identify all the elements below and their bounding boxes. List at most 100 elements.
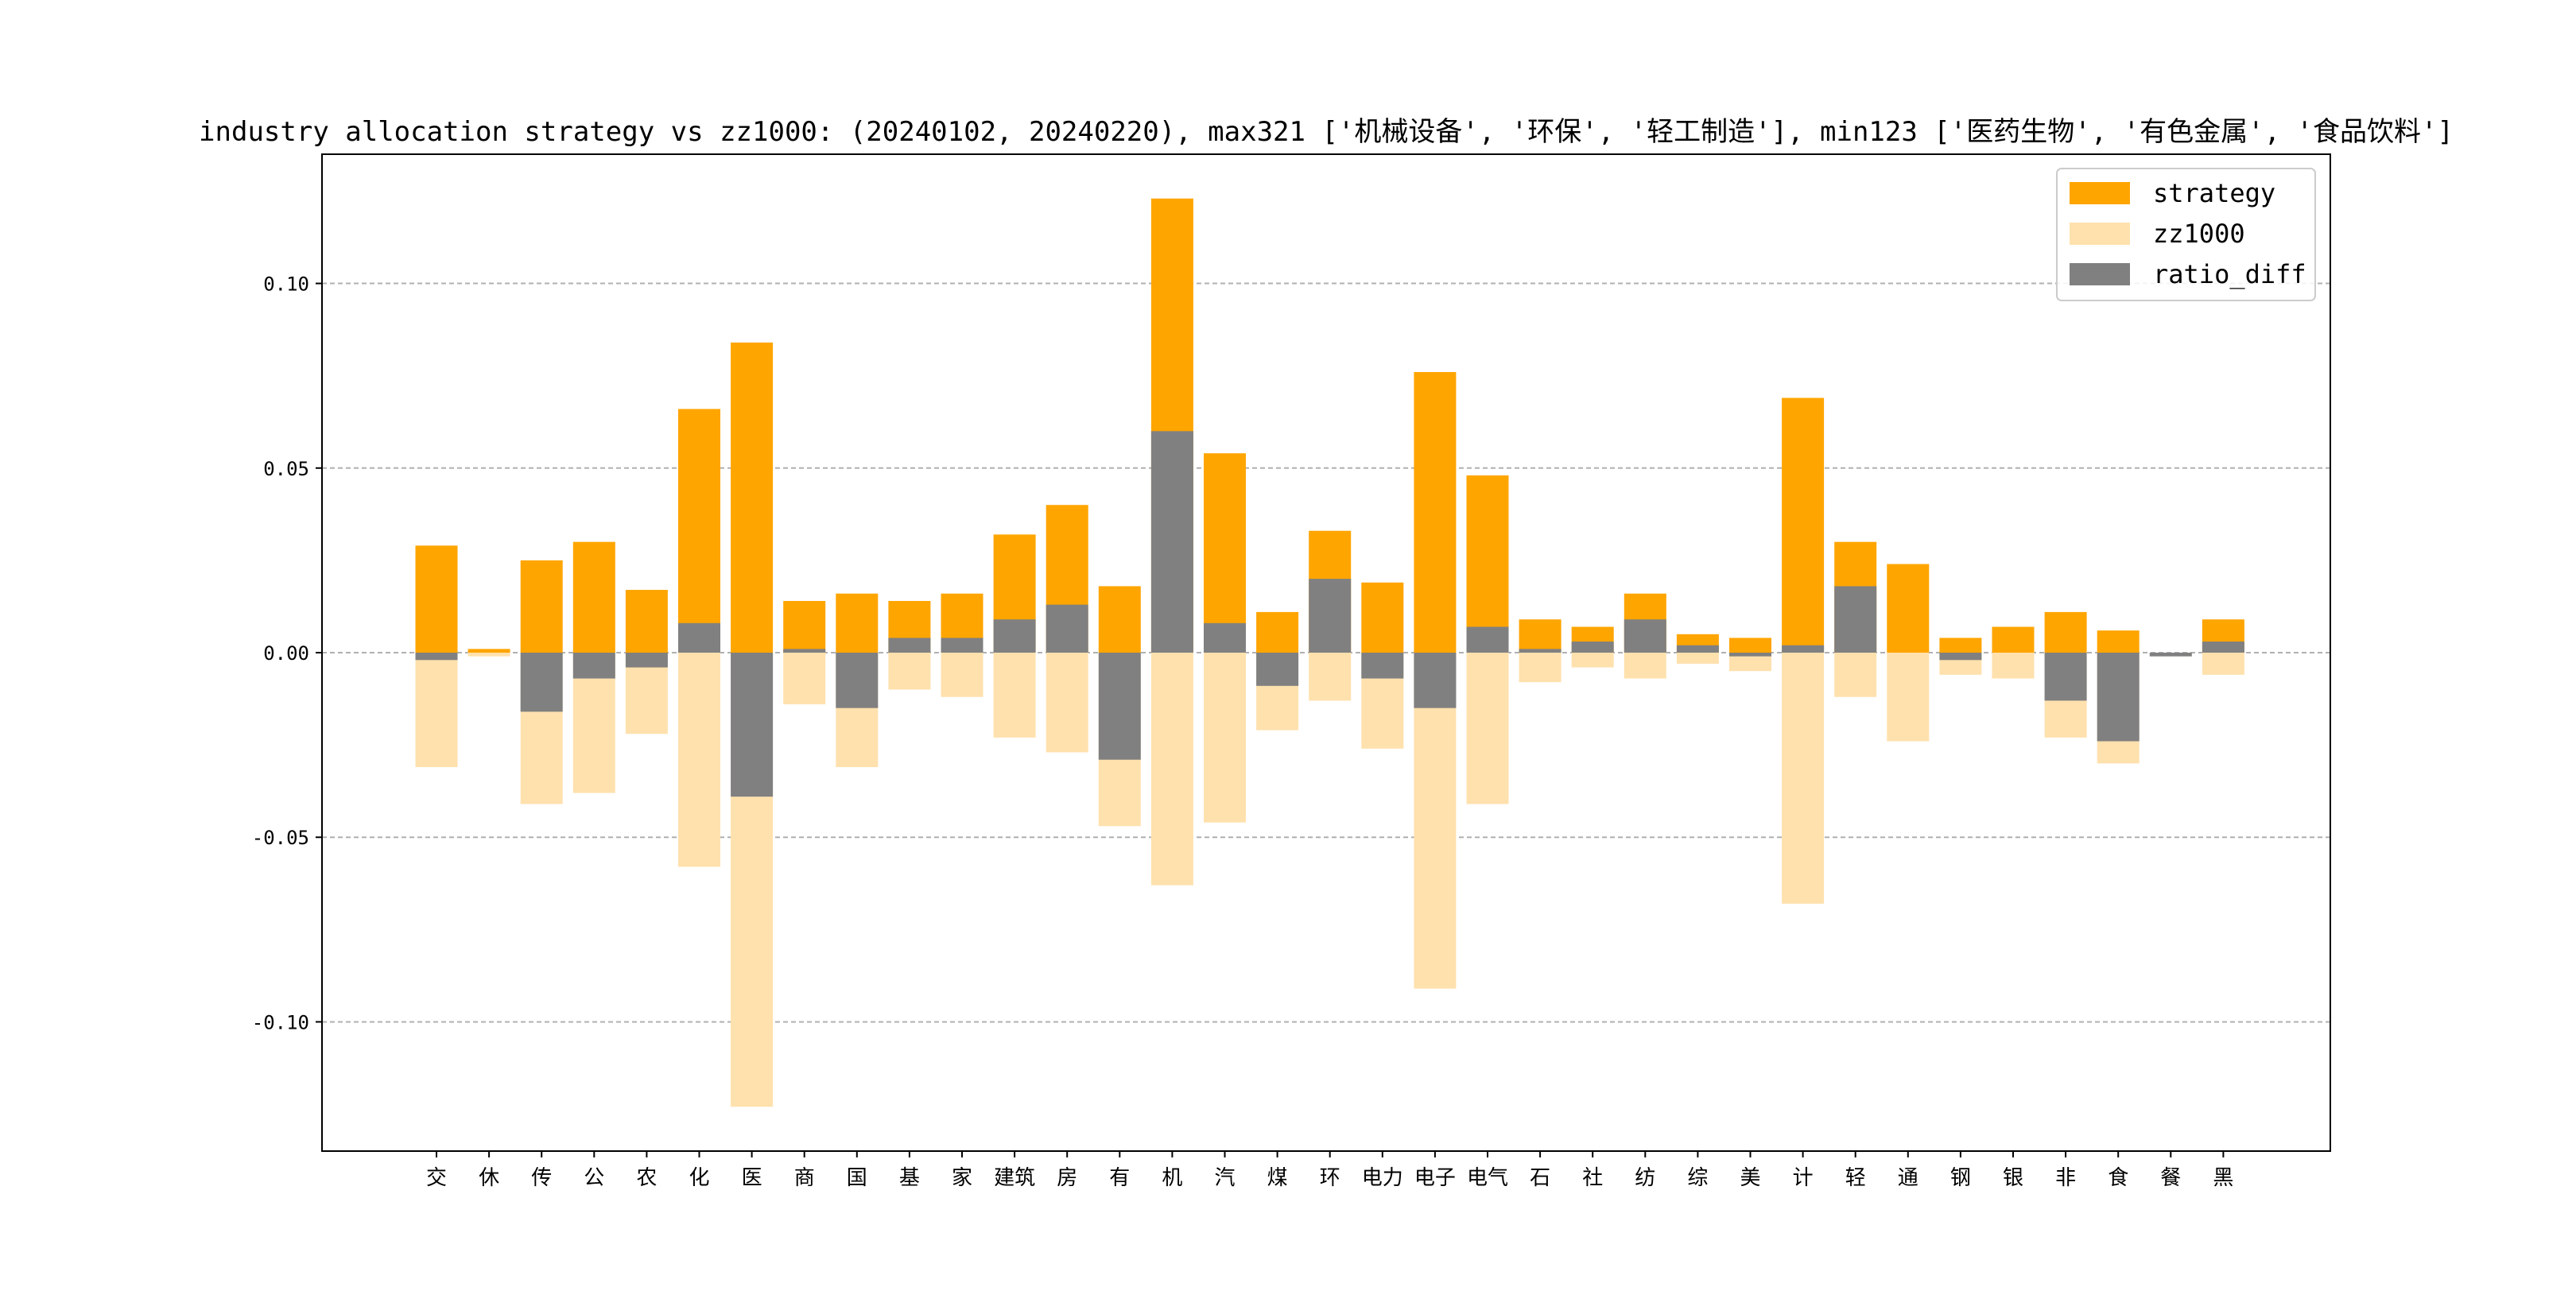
bar-ratio_diff — [1729, 653, 1771, 657]
legend: strategy zz1000 ratio_diff — [2056, 168, 2316, 301]
legend-swatch-zz1000 — [2070, 223, 2130, 245]
bar-strategy — [1782, 397, 1825, 653]
x-tick-label: 环 — [1320, 1166, 1340, 1190]
bar-zz1000 — [1204, 653, 1246, 823]
bar-strategy — [625, 590, 668, 653]
bar-strategy — [1887, 564, 1930, 653]
bar-zz1000 — [888, 653, 931, 690]
x-tick-label: 黑 — [2213, 1166, 2233, 1190]
x-tick-label: 医 — [742, 1166, 762, 1190]
x-tick-label: 机 — [1162, 1166, 1182, 1190]
bar-zz1000 — [1782, 653, 1825, 904]
bar-strategy — [1361, 582, 1404, 653]
bar-ratio_diff — [1466, 626, 1509, 653]
legend-swatch-ratio_diff — [2070, 263, 2130, 285]
x-tick-label: 交 — [426, 1166, 447, 1190]
bar-ratio_diff — [941, 638, 983, 653]
x-tick-label: 石 — [1530, 1166, 1550, 1190]
x-tick-label: 商 — [794, 1166, 815, 1190]
y-tick-label: 0.05 — [263, 458, 309, 480]
x-tick-label: 休 — [479, 1166, 499, 1190]
bar-ratio_diff — [993, 619, 1036, 653]
bar-zz1000 — [415, 653, 458, 767]
bar-zz1000 — [1624, 653, 1666, 679]
bar-ratio_diff — [731, 653, 774, 797]
legend-swatch-strategy — [2070, 182, 2130, 204]
bar-strategy — [1939, 638, 1982, 653]
bar-ratio_diff — [888, 638, 931, 653]
x-tick-label: 传 — [531, 1166, 552, 1190]
bar-zz1000 — [1992, 653, 2035, 679]
bar-ratio_diff — [1782, 645, 1825, 653]
x-tick-label: 电气 — [1467, 1166, 1508, 1190]
bar-zz1000 — [1414, 653, 1457, 989]
legend-label-strategy: strategy — [2153, 178, 2275, 208]
x-tick-label: 美 — [1740, 1166, 1760, 1190]
bar-strategy — [520, 560, 563, 653]
bar-zz1000 — [2202, 653, 2244, 675]
bar-zz1000 — [1046, 653, 1088, 753]
bar-ratio_diff — [2149, 653, 2192, 657]
bar-strategy — [1414, 372, 1457, 653]
bar-ratio_diff — [1834, 586, 1877, 653]
bar-strategy — [572, 541, 615, 653]
bar-strategy — [836, 593, 879, 653]
bar-zz1000 — [1309, 653, 1352, 701]
bar-ratio_diff — [2044, 653, 2087, 701]
bar-ratio_diff — [1361, 653, 1404, 679]
bar-ratio_diff — [1098, 653, 1141, 760]
chart-title: industry allocation strategy vs zz1000: … — [199, 116, 2454, 148]
bar-strategy — [467, 649, 510, 653]
bar-ratio_diff — [783, 649, 826, 653]
bar-ratio_diff — [2202, 642, 2244, 653]
y-tick-label: 0.10 — [263, 273, 309, 296]
bar-ratio_diff — [1204, 622, 1246, 653]
x-tick-label: 非 — [2055, 1166, 2076, 1190]
bars — [415, 198, 2244, 1107]
bar-strategy — [415, 545, 458, 653]
bar-strategy — [1466, 475, 1509, 653]
bar-strategy — [1992, 626, 2035, 653]
x-tick-label: 房 — [1057, 1166, 1077, 1190]
bar-strategy — [1204, 453, 1246, 653]
x-tick-label: 电子 — [1414, 1166, 1456, 1190]
x-axis: 交 休 传 公 农 化 医 商 国 基 家建筑房 有 机 汽 煤 环电力 电子 电气石 社 纺 综 美 计 轻 通 钢 银 非 食 餐 黑 — [426, 1151, 2233, 1190]
bar-ratio_diff — [1519, 649, 1562, 653]
x-tick-label: 家 — [952, 1166, 972, 1190]
bar-zz1000 — [1519, 653, 1562, 683]
bar-zz1000 — [1571, 653, 1614, 668]
x-tick-label: 纺 — [1635, 1166, 1655, 1190]
bar-strategy — [2097, 630, 2140, 653]
x-tick-label: 化 — [689, 1166, 709, 1190]
x-tick-label: 有 — [1109, 1166, 1130, 1190]
bar-zz1000 — [1729, 653, 1771, 672]
y-tick-label: 0.00 — [263, 642, 309, 665]
bar-ratio_diff — [520, 653, 563, 712]
bar-ratio_diff — [1939, 653, 1982, 661]
y-tick-label: -0.05 — [252, 827, 309, 849]
y-tick-label: -0.10 — [252, 1011, 309, 1033]
bar-zz1000 — [1466, 653, 1509, 804]
bar-ratio_diff — [1414, 653, 1457, 708]
bar-ratio_diff — [1150, 431, 1193, 653]
x-tick-label: 基 — [899, 1166, 920, 1190]
x-tick-label: 钢 — [1950, 1166, 1971, 1190]
bar-ratio_diff — [836, 653, 879, 708]
x-tick-label: 煤 — [1267, 1166, 1288, 1190]
bar-strategy — [1519, 619, 1562, 653]
x-tick-label: 社 — [1582, 1166, 1603, 1190]
bar-zz1000 — [678, 653, 720, 867]
x-tick-label: 银 — [2003, 1166, 2023, 1190]
legend-label-ratio_diff: ratio_diff — [2153, 259, 2306, 289]
x-tick-label: 通 — [1898, 1166, 1918, 1190]
x-tick-label: 食 — [2108, 1166, 2128, 1190]
bar-strategy — [678, 409, 720, 653]
x-tick-label: 计 — [1793, 1166, 1814, 1190]
bar-zz1000 — [1887, 653, 1930, 742]
bar-ratio_diff — [415, 653, 458, 661]
bar-zz1000 — [993, 653, 1036, 738]
bar-ratio_diff — [678, 622, 720, 653]
x-tick-label: 建筑 — [994, 1166, 1035, 1190]
